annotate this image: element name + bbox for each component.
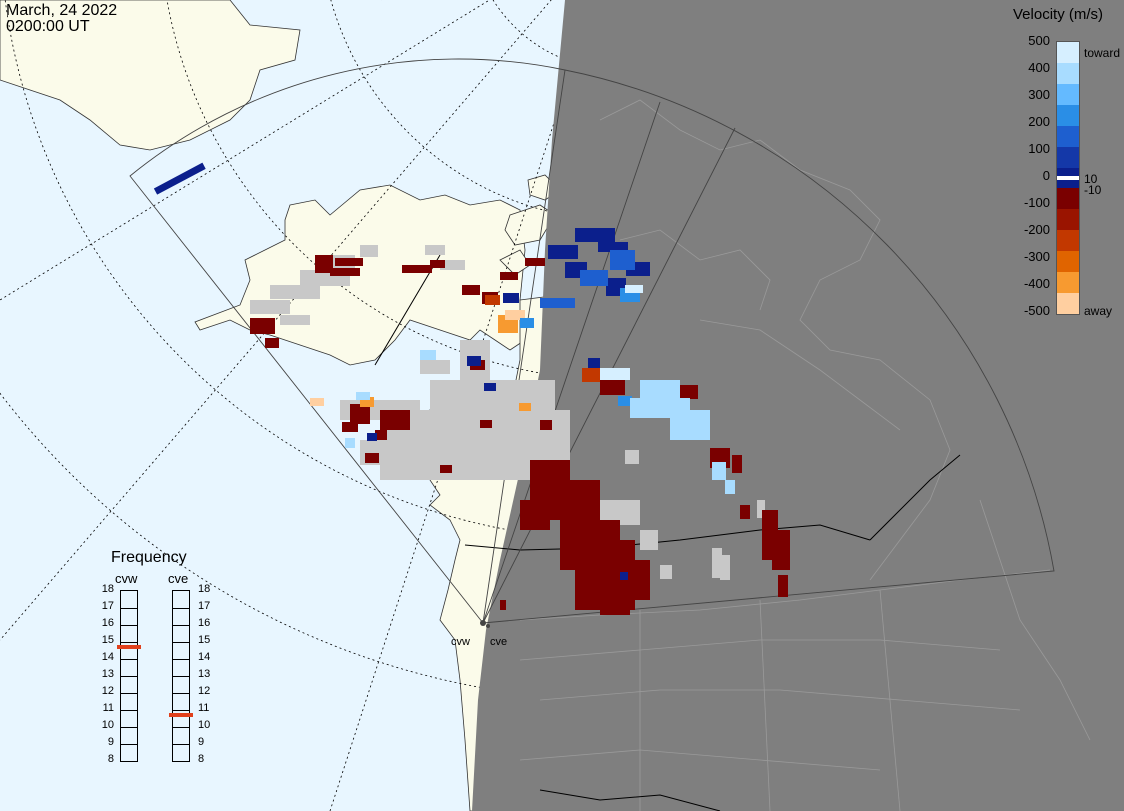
velocity-scatter [153,162,790,615]
frequency-indicator [169,713,193,718]
frequency-scale-label: 18 [101,583,114,595]
frequency-tick [173,642,189,643]
frequency-scale-label: 17 [101,600,114,612]
frequency-tick [173,608,189,609]
velocity-tick-label: 0 [1042,168,1050,183]
velocity-color-segment [1057,42,1079,63]
time-label: 0200:00 UT [6,18,90,35]
frequency-tick [121,625,137,626]
frequency-scale-label: 13 [101,668,114,680]
frequency-scale-label: 14 [101,651,114,663]
velocity-color-segment [1057,104,1079,126]
frequency-tick [173,693,189,694]
velocity-colorbar [1056,41,1080,315]
frequency-scale-label: 11 [102,702,114,714]
date-label: March, 24 2022 [6,2,118,19]
site-marker-cvw [480,620,486,626]
velocity-tick-label: -200 [1023,222,1050,237]
frequency-scale-label: 10 [198,719,211,731]
velocity-toward-label: toward [1084,46,1121,60]
velocity-tick-label: -500 [1023,303,1050,318]
frequency-tick [173,744,189,745]
velocity-mid-plus: 10 [1084,172,1098,186]
frequency-tick [173,710,189,711]
frequency-scale-label: 13 [198,668,211,680]
frequency-scale-label: 16 [198,617,211,629]
site-label-cve: cve [490,636,508,648]
frequency-tick [121,608,137,609]
velocity-away-label: away [1084,304,1113,318]
velocity-color-segment [1057,272,1079,294]
velocity-tick-label: 500 [1028,33,1050,48]
frequency-tick [121,642,137,643]
frequency-tick [121,744,137,745]
frequency-scale-label: 8 [107,753,114,765]
frequency-tick [173,625,189,626]
velocity-color-segment [1057,251,1079,273]
frequency-tick [121,693,137,694]
frequency-scale-label: 14 [198,651,211,663]
velocity-color-segment [1057,146,1079,168]
frequency-tick [121,659,137,660]
velocity-color-segment [1057,83,1079,105]
velocity-color-segment [1057,188,1079,210]
frequency-tick [121,710,137,711]
radar-sites [480,620,490,628]
frequency-tick [121,727,137,728]
frequency-tick [121,676,137,677]
frequency-scale-label: 11 [198,702,210,714]
frequency-scale-label: 18 [198,583,211,595]
velocity-color-segment [1057,62,1079,84]
velocity-color-segment [1057,125,1079,147]
velocity-tick-label: -400 [1023,276,1050,291]
velocity-zero-band [1057,176,1079,180]
frequency-tick [173,659,189,660]
frequency-scale-label: 17 [198,600,211,612]
frequency-scale-label: 9 [107,736,114,748]
velocity-color-segment [1057,293,1079,314]
velocity-tick-label: 400 [1028,60,1050,75]
site-marker-cve [486,624,490,628]
frequency-title: Frequency [111,549,187,566]
frequency-radar-cvw: cvw [115,571,138,586]
site-label-cvw: cvw [451,636,470,648]
velocity-scale-title: Velocity (m/s) [1013,6,1104,23]
velocity-mid-minus: -10 [1084,183,1102,197]
frequency-scale-label: 12 [101,685,114,697]
frequency-scale-label: 9 [198,736,205,748]
velocity-color-segment [1057,209,1079,231]
frequency-scale-label: 15 [101,634,114,646]
velocity-tick-label: -300 [1023,249,1050,264]
velocity-tick-label: 200 [1028,114,1050,129]
velocity-tick-label: 300 [1028,87,1050,102]
frequency-radar-cve: cve [168,571,189,586]
velocity-color-segment [1057,230,1079,252]
velocity-tick-label: -100 [1023,195,1050,210]
frequency-bar-cve [169,590,193,762]
frequency-tick [173,676,189,677]
frequency-scale-label: 16 [101,617,114,629]
frequency-indicator [117,645,141,650]
frequency-scale-label: 15 [198,634,211,646]
frequency-tick [173,727,189,728]
frequency-bar-cvw [117,590,141,762]
frequency-scale-label: 10 [101,719,114,731]
frequency-scale-label: 8 [198,753,205,765]
frequency-scale-label: 12 [198,685,211,697]
velocity-tick-label: 100 [1028,141,1050,156]
